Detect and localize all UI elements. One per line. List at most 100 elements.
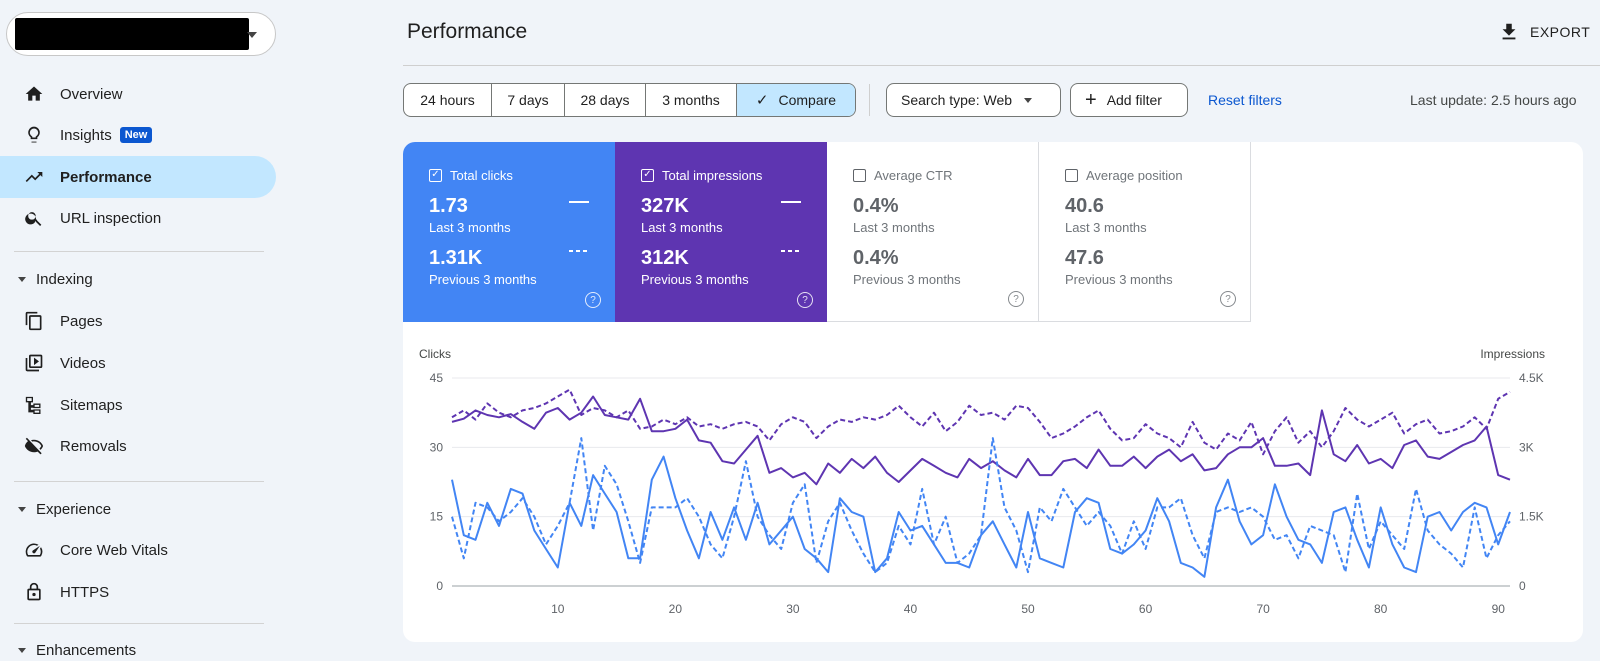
metric-title-text: Average CTR [874,167,953,183]
lightbulb-icon [24,125,44,145]
metric-current-period: Last 3 months [853,220,935,235]
add-filter-button[interactable]: + Add filter [1070,83,1188,117]
divider [14,251,264,252]
nav-url-inspection[interactable]: URL inspection [0,197,276,239]
solid-line-legend-icon [781,201,801,203]
x-tick-label: 30 [786,602,800,616]
checkbox-unchecked-icon[interactable] [853,168,866,182]
date-24-hours[interactable]: 24 hours [404,84,492,116]
x-tick-label: 40 [904,602,918,616]
property-selector[interactable] [6,12,276,56]
caret-down-icon [1024,97,1033,103]
metric-current-value: 0.4% [853,195,899,217]
series-line-3 [451,437,1511,574]
metric-average-position[interactable]: Average position 40.6 Last 3 months 47.6… [1039,142,1251,322]
metric-total-clicks[interactable]: ✓ Total clicks 1.73 Last 3 months 1.31K … [403,142,615,322]
solid-line-legend-icon [569,201,589,203]
sidebar: Overview Insights New Performance URL in… [0,0,282,661]
reset-filters-link[interactable]: Reset filters [1208,92,1282,108]
y-tick-left: 45 [430,371,444,385]
metric-previous-period: Previous 3 months [853,272,961,287]
sitemap-icon [24,395,44,415]
x-tick-label: 80 [1374,602,1388,616]
y-axis-right-label: Impressions [1480,347,1545,361]
series-line-2 [451,455,1511,578]
date-range-group: 24 hours 7 days 28 days 3 months ✓ Compa… [403,83,856,117]
section-enhancements[interactable]: Enhancements [0,631,276,661]
help-icon[interactable]: ? [797,292,813,308]
header-divider [403,65,1600,66]
date-7-days[interactable]: 7 days [492,84,565,116]
metric-title-text: Total clicks [450,167,513,183]
nav-core-web-vitals[interactable]: Core Web Vitals [0,529,276,571]
x-tick-label: 70 [1256,602,1270,616]
y-axis-left-label: Clicks [419,347,451,361]
section-indexing[interactable]: Indexing [0,260,276,298]
metric-title-text: Total impressions [662,167,763,183]
nav-label: Performance [60,168,152,186]
x-tick-label: 50 [1021,602,1035,616]
metric-title-text: Average position [1086,167,1183,183]
y-tick-right: 3K [1519,440,1534,454]
search-type-dropdown[interactable]: Search type: Web [886,83,1061,117]
search-icon [24,208,44,228]
nav-label: Removals [60,437,127,455]
divider [14,481,264,482]
metric-previous-period: Previous 3 months [641,272,749,287]
date-28-days[interactable]: 28 days [565,84,646,116]
metric-current-period: Last 3 months [429,220,511,235]
checkbox-unchecked-icon[interactable] [1065,168,1078,182]
metric-title: Average CTR [853,167,1038,183]
section-label: Experience [36,500,112,518]
nav-https[interactable]: HTTPS [0,571,276,613]
series-line-1 [451,388,1511,456]
x-tick-label: 60 [1139,602,1153,616]
checkbox-checked-icon[interactable]: ✓ [429,168,442,182]
nav-label: Overview [60,85,123,103]
nav-removals[interactable]: Removals [0,425,276,467]
help-icon[interactable]: ? [585,292,601,308]
help-icon[interactable]: ? [1008,291,1024,307]
redacted-property-name [15,18,249,50]
nav-videos[interactable]: Videos [0,342,276,384]
metric-title: ✓ Total clicks [429,167,615,183]
check-icon: ✓ [755,92,769,109]
performance-chart: Clicks Impressions 0 0 15 1.5K 30 3K 45 4.5K 10 20 3… [403,322,1583,642]
metric-average-ctr[interactable]: Average CTR 0.4% Last 3 months 0.4% Prev… [827,142,1039,322]
metric-title: ✓ Total impressions [641,167,827,183]
home-icon [24,84,44,104]
metric-previous-value: 0.4% [853,247,899,269]
nav-insights[interactable]: Insights New [0,114,276,156]
metric-total-impressions[interactable]: ✓ Total impressions 327K Last 3 months 3… [615,142,827,322]
trending-up-icon [24,167,44,187]
nav-sitemaps[interactable]: Sitemaps [0,384,276,426]
date-3-months[interactable]: 3 months [646,84,737,116]
metric-previous-value: 1.31K [429,247,483,269]
nav-performance[interactable]: Performance [0,156,276,198]
y-tick-left: 15 [430,510,444,524]
lock-icon [24,582,44,602]
checkbox-checked-icon[interactable]: ✓ [641,168,654,182]
filter-divider [869,84,870,116]
nav-label: HTTPS [60,583,110,601]
metric-current-period: Last 3 months [641,220,723,235]
help-icon[interactable]: ? [1220,291,1236,307]
dashed-line-legend-icon [781,250,801,252]
metric-current-value: 327K [641,195,689,217]
nav-label: Insights [60,126,112,144]
compare-button[interactable]: ✓ Compare [737,84,855,116]
export-button[interactable]: EXPORT [1498,20,1590,44]
video-icon [24,353,44,373]
nav-label: Core Web Vitals [60,541,168,559]
nav-pages[interactable]: Pages [0,300,276,342]
chevron-down-icon [247,32,257,38]
caret-down-icon [18,647,26,653]
last-update-text: Last update: 2.5 hours ago [1410,92,1577,108]
metric-previous-period: Previous 3 months [429,272,537,287]
nav-overview[interactable]: Overview [0,73,276,115]
metric-previous-period: Previous 3 months [1065,272,1173,287]
y-tick-right: 0 [1519,579,1526,593]
section-experience[interactable]: Experience [0,490,276,528]
add-filter-label: Add filter [1106,92,1162,108]
y-tick-right: 4.5K [1519,371,1544,385]
